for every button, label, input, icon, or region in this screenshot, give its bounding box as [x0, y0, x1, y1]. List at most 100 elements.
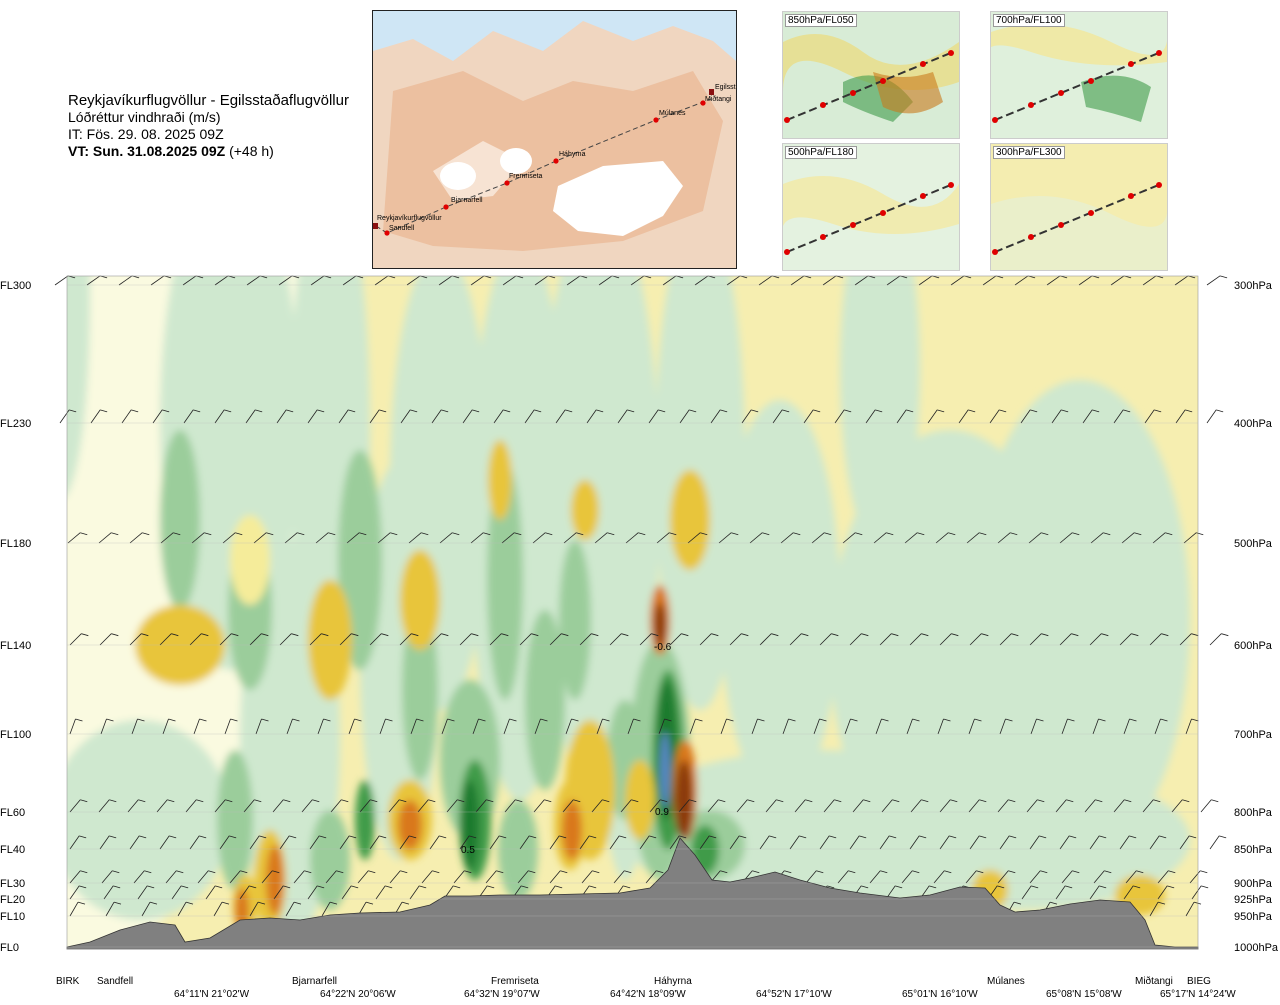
wind-barb	[101, 870, 120, 884]
valid-time: VT: Sun. 31.08.2025 09Z	[68, 143, 226, 159]
wind-barb	[399, 633, 419, 646]
wind-barb	[276, 409, 294, 424]
wind-barb	[417, 799, 436, 813]
wind-barb	[293, 870, 312, 884]
thumb-700hpa[interactable]: 700hPa/FL100	[990, 11, 1168, 139]
thumb-label: 300hPa/FL300	[993, 146, 1065, 159]
wind-barb	[493, 409, 511, 424]
wind-barb	[1051, 409, 1069, 424]
wind-barb	[1092, 718, 1106, 735]
wind-barb	[617, 409, 635, 424]
left-axis-labels: FL300 FL230 FL180 FL140 FL100 FL60 FL40 FL30 FL2…	[0, 280, 31, 954]
thumb-300hpa-graphic	[991, 144, 1167, 270]
wind-barb	[842, 532, 863, 544]
wind-barb	[729, 835, 747, 850]
wind-barb	[729, 633, 749, 646]
wind-barb	[339, 835, 357, 850]
route-map[interactable]: Reykjavíkurflugvöllur Sandfell Bjarnarfe…	[372, 10, 737, 269]
wind-barb	[129, 835, 147, 850]
wind-barb	[429, 633, 449, 646]
wind-barb	[1157, 885, 1175, 900]
chart-header: Reykjavíkurflugvöllur - Egilsstaðaflugvö…	[68, 92, 349, 160]
map-label-mulanes: Múlanes	[659, 110, 686, 117]
wind-barb	[133, 870, 152, 884]
bottom-axis-labels: BIRK Sandfell Bjarnarfell Fremriseta Háhyrna…	[56, 975, 1236, 1000]
wind-barb	[489, 835, 507, 850]
wind-barb	[286, 718, 300, 735]
wind-barb	[131, 718, 145, 735]
wind-barb	[129, 532, 150, 544]
wind-barb	[191, 532, 212, 544]
field-cell	[654, 603, 666, 647]
coordinate-label: 64°32'N 19°07'W	[464, 989, 540, 1000]
field-cell	[625, 760, 655, 840]
wind-barb	[524, 409, 542, 424]
wind-barb	[339, 633, 359, 646]
wind-barb	[563, 532, 584, 544]
thumb-500hpa[interactable]: 500hPa/FL180	[782, 143, 960, 271]
wind-barb	[301, 799, 320, 813]
field-cell	[400, 550, 440, 650]
wind-barb	[1123, 718, 1137, 735]
field-cell	[160, 430, 200, 610]
wind-barb	[935, 532, 956, 544]
wind-barb	[1020, 409, 1038, 424]
coordinate-label: 64°11'N 21°02'W	[174, 989, 250, 1000]
wind-barb	[197, 870, 216, 884]
wind-barb	[910, 799, 929, 813]
field-cell	[461, 780, 479, 870]
wind-barb	[751, 718, 765, 735]
thumb-label: 500hPa/FL180	[785, 146, 857, 159]
map-label-reykjavik: Reykjavíkurflugvöllur	[377, 215, 442, 222]
wind-barb	[439, 532, 460, 544]
wind-barb	[759, 835, 777, 850]
wind-barb	[579, 835, 597, 850]
wind-barb	[879, 835, 897, 850]
wind-barb	[205, 885, 223, 900]
wind-barb	[939, 633, 959, 646]
wind-barb	[159, 633, 179, 646]
wind-barb	[648, 409, 666, 424]
wind-barb	[896, 409, 914, 424]
wind-barb	[813, 718, 827, 735]
field-cell	[498, 800, 538, 900]
wind-barb	[1090, 532, 1111, 544]
wind-barb	[939, 835, 957, 850]
wind-barb	[759, 633, 779, 646]
wind-barb	[249, 633, 269, 646]
waypoint-label: Miðtangi	[1135, 975, 1173, 987]
coordinate-label: 65°01'N 16°10'W	[902, 989, 978, 1000]
wind-barb	[69, 901, 86, 917]
wind-barb	[307, 885, 325, 900]
wind-barb	[1179, 835, 1197, 850]
wind-barb	[969, 633, 989, 646]
wind-barb	[1157, 870, 1176, 884]
wind-barb	[519, 633, 539, 646]
wind-barb	[1154, 718, 1168, 735]
wind-barb	[410, 718, 424, 735]
thumb-850hpa[interactable]: 850hPa/FL050	[782, 11, 960, 139]
wind-barb	[1029, 633, 1049, 646]
route-map-graphic: Reykjavíkurflugvöllur Sandfell Bjarnarfe…	[373, 11, 736, 268]
wind-barb	[253, 532, 274, 544]
wind-barb	[121, 409, 139, 424]
wind-barb	[214, 409, 232, 424]
thumb-300hpa[interactable]: 300hPa/FL300	[990, 143, 1168, 271]
wind-barb	[749, 532, 770, 544]
wind-barb	[185, 799, 204, 813]
terrain-profile	[66, 837, 1199, 950]
wind-barb	[69, 633, 89, 646]
field-cell	[308, 580, 352, 700]
wind-barb	[325, 870, 344, 884]
wind-barb	[129, 633, 149, 646]
thumb-label: 850hPa/FL050	[785, 14, 857, 27]
wind-barb	[1123, 885, 1141, 900]
valid-time-row: VT: Sun. 31.08.2025 09Z (+48 h)	[68, 143, 349, 160]
map-label-sandfell: Sandfell	[389, 225, 415, 232]
wind-barb	[1171, 799, 1190, 813]
waypoint-label: Múlanes	[987, 976, 1025, 987]
wind-barb	[279, 633, 299, 646]
wind-barb	[997, 532, 1018, 544]
coordinate-label: 64°22'N 20°06'W	[320, 989, 396, 1000]
